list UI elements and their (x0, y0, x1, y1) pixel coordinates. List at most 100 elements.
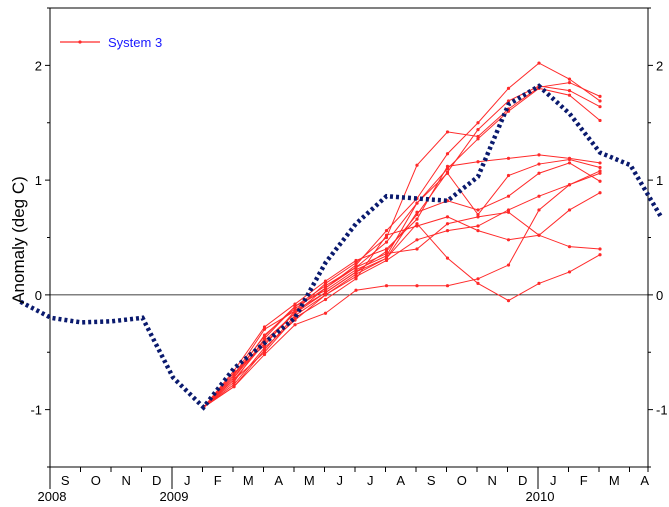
forecast-point (232, 378, 236, 382)
forecast-point (445, 215, 450, 219)
forecast-point (232, 385, 236, 389)
forecast-point (262, 352, 267, 357)
forecast-point (598, 161, 602, 165)
forecast-point (506, 173, 511, 178)
forecast-point (384, 251, 389, 256)
plot-frame (49, 7, 649, 468)
forecast-point (445, 229, 450, 233)
axes: -1 -1 0 0 1 1 2 2 S O N D J F M A M J J A S O N D J F M A 2008 2009 20… (30, 7, 668, 504)
observed-line (19, 83, 663, 411)
forecast-point (415, 210, 419, 214)
forecast-point (506, 156, 511, 160)
forecast-point (262, 346, 267, 350)
x-tick-label: M (304, 473, 315, 488)
year-label: 2010 (526, 489, 555, 504)
forecast-point (354, 265, 358, 269)
forecast-point (567, 93, 572, 97)
forecast-point (323, 286, 328, 290)
forecast-point (506, 208, 511, 212)
forecast-point (384, 258, 389, 263)
forecast-point (537, 153, 541, 157)
forecast-point (415, 222, 419, 226)
forecast-point (323, 288, 328, 292)
forecast-point (598, 165, 602, 170)
forecast-point (598, 105, 602, 109)
forecast-series (201, 215, 602, 409)
x-tick-label: S (61, 473, 70, 488)
forecast-point (354, 270, 358, 274)
forecast-point (506, 238, 511, 242)
forecast-point (537, 208, 541, 212)
y-tick-label-left: 0 (35, 288, 42, 303)
x-tick-label: O (457, 473, 467, 488)
forecast-point (598, 118, 602, 123)
forecast-point (598, 247, 602, 251)
y-tick-label-right: 2 (656, 58, 663, 73)
y-tick-label-right: 1 (656, 173, 663, 188)
y-tick-label-right: -1 (656, 403, 668, 418)
x-tick-label: D (518, 473, 527, 488)
forecast-point (415, 238, 419, 242)
forecast-point (415, 247, 419, 251)
forecast-point (323, 293, 328, 297)
legend-label: System 3 (108, 35, 162, 50)
forecast-point (506, 86, 511, 90)
year-label: 2009 (160, 489, 189, 504)
forecast-point (384, 284, 389, 288)
forecast-point (476, 134, 480, 139)
x-tick-label: N (122, 473, 131, 488)
forecast-point (567, 183, 572, 187)
forecast-point (323, 290, 328, 295)
forecast-series (201, 171, 602, 409)
forecast-line (203, 192, 601, 408)
forecast-point (262, 325, 267, 329)
forecast-series (201, 84, 602, 409)
forecast-point (323, 284, 328, 288)
forecast-point (567, 77, 572, 81)
x-tick-label: J (550, 473, 557, 488)
forecast-point (537, 171, 541, 175)
forecast-point (293, 302, 297, 306)
forecast-point (323, 311, 328, 315)
x-tick-label: M (609, 473, 620, 488)
forecast-point (476, 215, 480, 219)
x-tick-label: N (488, 473, 497, 488)
forecast-line (203, 85, 601, 408)
forecast-point (445, 256, 450, 260)
forecast-point (293, 304, 297, 308)
forecast-point (476, 128, 480, 132)
y-tick-label-right: 0 (656, 288, 663, 303)
x-tick-label: S (427, 473, 436, 488)
forecast-point (598, 169, 602, 173)
forecast-point (384, 240, 389, 244)
forecast-point (537, 61, 541, 65)
forecast-line (203, 158, 601, 408)
forecast-point (567, 208, 572, 212)
forecast-point (323, 281, 328, 285)
forecast-point (567, 245, 572, 249)
forecast-point (354, 288, 358, 292)
forecast-point (354, 268, 358, 272)
forecast-point (476, 229, 480, 233)
forecast-series (201, 191, 602, 409)
forecast-line (203, 87, 601, 408)
forecast-point (323, 279, 328, 283)
forecast-line (203, 170, 601, 408)
forecast-series (201, 169, 602, 409)
x-tick-label: O (91, 473, 101, 488)
x-tick-label: M (243, 473, 254, 488)
forecast-point (506, 99, 511, 103)
forecast-point (567, 270, 572, 274)
forecast-line (203, 172, 601, 408)
forecast-point (354, 274, 358, 279)
forecast-point (384, 233, 389, 237)
forecast-point (445, 284, 450, 288)
forecast-point (415, 163, 419, 167)
y-tick-label-left: 1 (35, 173, 42, 188)
forecast-point (445, 222, 450, 226)
forecast-point (415, 284, 419, 288)
forecast-point (537, 194, 541, 198)
forecast-point (232, 375, 236, 380)
forecast-point (445, 171, 450, 175)
